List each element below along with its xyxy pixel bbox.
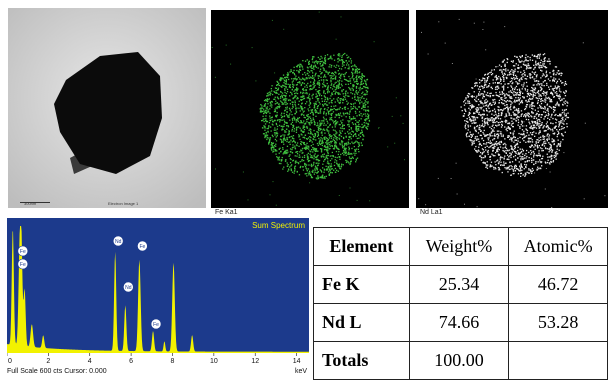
peak-marker — [137, 240, 148, 252]
peak-label: Fe — [20, 249, 26, 255]
cell-weight: 74.66 — [408, 303, 510, 342]
x-tick-label: 8 — [171, 358, 175, 365]
image-caption: Electron Image 1 — [108, 201, 139, 206]
x-tick-label: 10 — [210, 358, 218, 365]
cell-weight: 25.34 — [408, 265, 510, 304]
x-tick-label: 0 — [8, 358, 12, 365]
spectrum-footer: Full Scale 600 cts Cursor: 0.000 — [7, 368, 107, 375]
nd-map-label: Nd La1 — [420, 209, 443, 216]
peak-label: Fe — [20, 262, 26, 268]
peak-marker — [150, 318, 162, 330]
fe-element-map — [211, 10, 409, 208]
table-row: Nd L 74.66 53.28 — [313, 303, 608, 342]
x-tick-label: 4 — [88, 358, 92, 365]
header-weight: Weight% — [408, 227, 510, 266]
header-element: Element — [313, 227, 410, 266]
fe-dot-map — [211, 11, 405, 206]
particle-shape — [54, 52, 162, 174]
peak-marker — [17, 245, 29, 257]
x-tick-label: 14 — [293, 358, 301, 365]
spectrum-plot-area — [7, 218, 309, 353]
cell-weight: 100.00 — [408, 341, 510, 380]
cell-atomic: 46.72 — [508, 265, 608, 304]
composition-table: Element Weight% Atomic% Fe K 25.34 46.72… — [313, 227, 608, 380]
peak-label: Nd — [115, 239, 122, 245]
x-tick-label: 12 — [251, 358, 259, 365]
cell-atomic: 53.28 — [508, 303, 608, 342]
spectrum-unit: keV — [295, 368, 307, 375]
cell-element: Nd L — [313, 303, 410, 342]
eds-spectrum: Fe Fe Nd Nd Fe Fe Sum Spectrum 0 2 4 6 8 10 12 14 Fu… — [7, 218, 309, 375]
scale-bar — [20, 202, 50, 203]
x-tick-label: 6 — [129, 358, 133, 365]
peak-label: Fe — [153, 322, 159, 328]
nd-dot-map — [418, 18, 606, 208]
table-row: Fe K 25.34 46.72 — [313, 265, 608, 304]
cell-atomic — [508, 341, 608, 380]
electron-image: 300nm Electron Image 1 — [8, 8, 206, 208]
x-tick-label: 2 — [46, 358, 50, 365]
peak-marker — [112, 235, 124, 247]
header-atomic: Atomic% — [508, 227, 608, 266]
table-header-row: Element Weight% Atomic% — [313, 227, 608, 266]
table-row: Totals 100.00 — [313, 341, 608, 380]
peak-marker — [123, 281, 134, 293]
scale-bar-label: 300nm — [24, 201, 37, 206]
cell-element: Fe K — [313, 265, 410, 304]
cell-element: Totals — [313, 341, 410, 380]
peak-label: Nd — [125, 285, 132, 291]
spectrum-title: Sum Spectrum — [252, 221, 305, 230]
nd-element-map — [416, 10, 608, 208]
fe-map-label: Fe Ka1 — [215, 209, 238, 216]
peak-marker — [17, 258, 29, 270]
particle-image — [8, 8, 206, 208]
peak-label: Fe — [139, 244, 145, 250]
